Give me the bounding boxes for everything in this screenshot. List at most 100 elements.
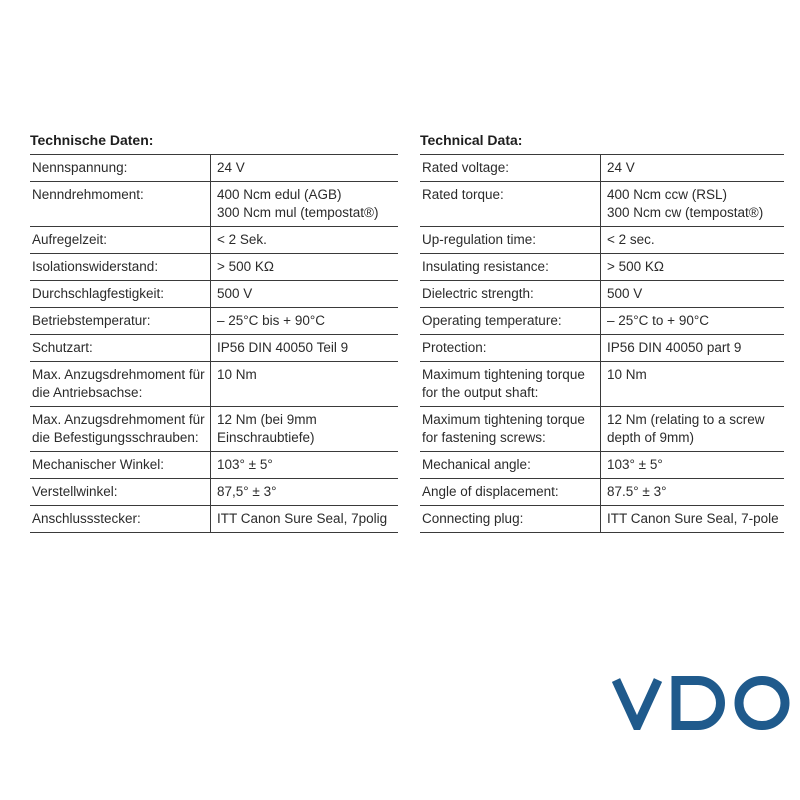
german-spec-table: Nennspannung: 24 V Nenndrehmoment: 400 Ncm … bbox=[30, 154, 398, 533]
spec-label-line: Connecting plug: bbox=[422, 511, 524, 526]
vdo-logo bbox=[612, 676, 790, 730]
spec-row: Connecting plug: ITT Canon Sure Seal, 7-p… bbox=[420, 505, 784, 533]
spec-row: Dielectric strength: 500 V bbox=[420, 280, 784, 308]
spec-label: Isolationswiderstand: bbox=[30, 253, 211, 281]
spec-label-line: Betriebstemperatur: bbox=[32, 313, 151, 328]
spec-label: Angle of displacement: bbox=[420, 478, 601, 506]
spec-row: Mechanical angle: 103° ± 5° bbox=[420, 451, 784, 479]
spec-label-line: Insulating resistance: bbox=[422, 259, 549, 274]
spec-label: Betriebstemperatur: bbox=[30, 307, 211, 335]
spec-value-line: IP56 DIN 40050 part 9 bbox=[607, 340, 742, 355]
spec-value: > 500 KΩ bbox=[210, 253, 398, 281]
german-spec-section: Technische Daten: Nennspannung: 24 V Nennd… bbox=[30, 130, 398, 533]
spec-row: Aufregelzeit: < 2 Sek. bbox=[30, 226, 398, 254]
spec-label-line: Verstellwinkel: bbox=[32, 484, 118, 499]
spec-label-line: Dielectric strength: bbox=[422, 286, 534, 301]
spec-label-line: Schutzart: bbox=[32, 340, 93, 355]
spec-value-line: 500 V bbox=[217, 286, 253, 301]
spec-value: 12 Nm (bei 9mm Einschraubtiefe) bbox=[210, 406, 398, 452]
spec-value-line: IP56 DIN 40050 Teil 9 bbox=[217, 340, 349, 355]
spec-label: Schutzart: bbox=[30, 334, 211, 362]
spec-label-line: Up-regulation time: bbox=[422, 232, 537, 247]
spec-value-line: < 2 Sek. bbox=[217, 232, 267, 247]
spec-value-line: 300 Ncm mul (tempostat®) bbox=[217, 205, 379, 220]
spec-row: Anschlussstecker: ITT Canon Sure Seal, 7p… bbox=[30, 505, 398, 533]
spec-value-line: 87.5° ± 3° bbox=[607, 484, 667, 499]
spec-row: Durchschlagfestigkeit: 500 V bbox=[30, 280, 398, 308]
spec-label: Maximum tightening torque for the output … bbox=[420, 361, 601, 407]
spec-value: 400 Ncm edul (AGB) 300 Ncm mul (tempostat… bbox=[210, 181, 398, 227]
spec-value-line: 10 Nm bbox=[217, 367, 257, 382]
spec-label-line: Mechanical angle: bbox=[422, 457, 531, 472]
spec-label: Max. Anzugsdrehmoment für die Antriebsach… bbox=[30, 361, 211, 407]
spec-label: Aufregelzeit: bbox=[30, 226, 211, 254]
german-spec-rows: Nennspannung: 24 V Nenndrehmoment: 400 Ncm … bbox=[30, 154, 398, 533]
spec-label: Max. Anzugsdrehmoment für die Befestigung… bbox=[30, 406, 211, 452]
spec-label-line: Maximum tightening torque bbox=[422, 412, 585, 427]
spec-value-line: depth of 9mm) bbox=[607, 430, 695, 445]
spec-value: ITT Canon Sure Seal, 7polig bbox=[210, 505, 398, 533]
spec-label-line: Durchschlagfestigkeit: bbox=[32, 286, 165, 301]
spec-label-line: for the output shaft: bbox=[422, 385, 539, 400]
spec-label: Rated voltage: bbox=[420, 154, 601, 182]
spec-label-line: Maximum tightening torque bbox=[422, 367, 585, 382]
spec-row: Maximum tightening torque for the output … bbox=[420, 361, 784, 407]
spec-row: Protection: IP56 DIN 40050 part 9 bbox=[420, 334, 784, 362]
spec-value-line: 87,5° ± 3° bbox=[217, 484, 277, 499]
spec-label: Insulating resistance: bbox=[420, 253, 601, 281]
spec-row: Angle of displacement: 87.5° ± 3° bbox=[420, 478, 784, 506]
spec-value: 103° ± 5° bbox=[600, 451, 784, 479]
spec-label: Nennspannung: bbox=[30, 154, 211, 182]
spec-label: Operating temperature: bbox=[420, 307, 601, 335]
spec-value-line: 400 Ncm edul (AGB) bbox=[217, 187, 342, 202]
spec-value: IP56 DIN 40050 Teil 9 bbox=[210, 334, 398, 362]
spec-value-line: 300 Ncm cw (tempostat®) bbox=[607, 205, 764, 220]
spec-value-line: 12 Nm (relating to a screw bbox=[607, 412, 765, 427]
spec-value: 24 V bbox=[600, 154, 784, 182]
spec-value-line: < 2 sec. bbox=[607, 232, 655, 247]
spec-label-line: Rated torque: bbox=[422, 187, 504, 202]
spec-label-line: Angle of displacement: bbox=[422, 484, 559, 499]
spec-value-line: – 25°C bis + 90°C bbox=[217, 313, 325, 328]
spec-row: Up-regulation time: < 2 sec. bbox=[420, 226, 784, 254]
spec-value-line: ITT Canon Sure Seal, 7-pole bbox=[607, 511, 779, 526]
spec-label: Nenndrehmoment: bbox=[30, 181, 211, 227]
spec-value: 12 Nm (relating to a screw depth of 9mm) bbox=[600, 406, 784, 452]
spec-label-line: die Antriebsachse: bbox=[32, 385, 143, 400]
spec-value: 500 V bbox=[210, 280, 398, 308]
spec-value-line: > 500 KΩ bbox=[607, 259, 665, 274]
english-spec-rows: Rated voltage: 24 V Rated torque: 400 Ncm c… bbox=[420, 154, 784, 533]
english-spec-table: Rated voltage: 24 V Rated torque: 400 Ncm c… bbox=[420, 154, 784, 533]
spec-row: Betriebstemperatur: – 25°C bis + 90°C bbox=[30, 307, 398, 335]
spec-label: Rated torque: bbox=[420, 181, 601, 227]
spec-label-line: Max. Anzugsdrehmoment für bbox=[32, 367, 205, 382]
spec-value: < 2 Sek. bbox=[210, 226, 398, 254]
spec-row: Insulating resistance: > 500 KΩ bbox=[420, 253, 784, 281]
spec-row: Schutzart: IP56 DIN 40050 Teil 9 bbox=[30, 334, 398, 362]
spec-label-line: for fastening screws: bbox=[422, 430, 546, 445]
spec-value: 500 V bbox=[600, 280, 784, 308]
spec-label-line: Operating temperature: bbox=[422, 313, 562, 328]
spec-value-line: 103° ± 5° bbox=[217, 457, 273, 472]
spec-value: IP56 DIN 40050 part 9 bbox=[600, 334, 784, 362]
spec-row: Rated voltage: 24 V bbox=[420, 154, 784, 182]
english-spec-section: Technical Data: Rated voltage: 24 V Rated … bbox=[420, 130, 784, 533]
spec-row: Operating temperature: – 25°C to + 90°C bbox=[420, 307, 784, 335]
spec-value-line: 24 V bbox=[607, 160, 635, 175]
spec-value: 103° ± 5° bbox=[210, 451, 398, 479]
spec-label: Verstellwinkel: bbox=[30, 478, 211, 506]
english-heading: Technical Data: bbox=[420, 132, 523, 148]
spec-label-line: Anschlussstecker: bbox=[32, 511, 141, 526]
spec-row: Max. Anzugsdrehmoment für die Befestigung… bbox=[30, 406, 398, 452]
spec-label: Maximum tightening torque for fastening s… bbox=[420, 406, 601, 452]
spec-row: Rated torque: 400 Ncm ccw (RSL) 300 Ncm cw… bbox=[420, 181, 784, 227]
spec-label-line: Mechanischer Winkel: bbox=[32, 457, 165, 472]
spec-label: Mechanischer Winkel: bbox=[30, 451, 211, 479]
spec-row: Verstellwinkel: 87,5° ± 3° bbox=[30, 478, 398, 506]
spec-row: Max. Anzugsdrehmoment für die Antriebsach… bbox=[30, 361, 398, 407]
spec-value-line: – 25°C to + 90°C bbox=[607, 313, 709, 328]
spec-value-line: 400 Ncm ccw (RSL) bbox=[607, 187, 728, 202]
spec-value-line: ITT Canon Sure Seal, 7polig bbox=[217, 511, 388, 526]
spec-value: ITT Canon Sure Seal, 7-pole bbox=[600, 505, 784, 533]
spec-value-line: 10 Nm bbox=[607, 367, 647, 382]
